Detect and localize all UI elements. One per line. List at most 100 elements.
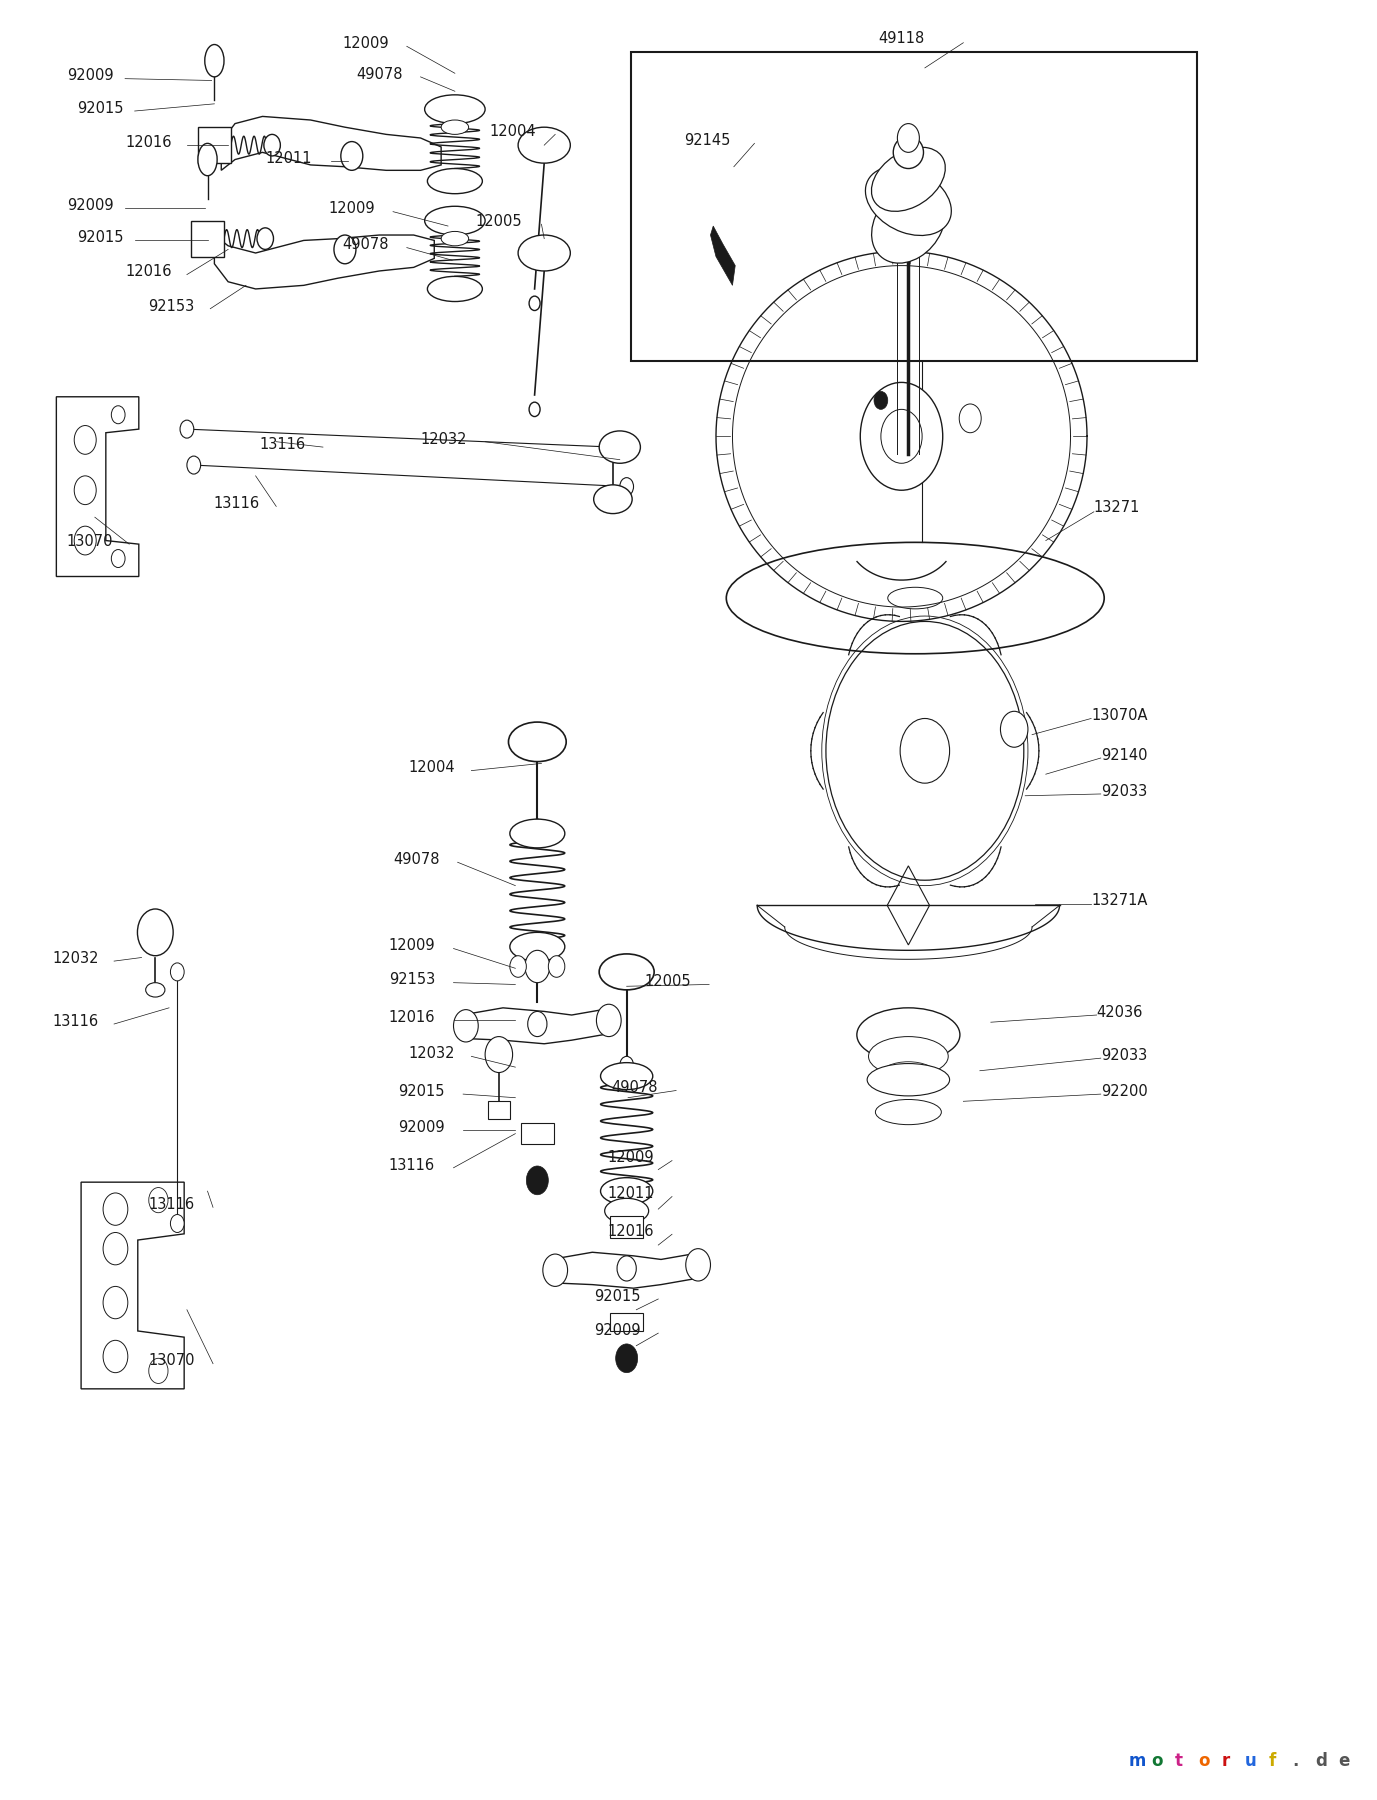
Text: 12004: 12004: [408, 760, 454, 776]
Circle shape: [74, 526, 96, 554]
Circle shape: [548, 956, 565, 977]
Ellipse shape: [508, 722, 566, 761]
Circle shape: [103, 1341, 128, 1373]
Ellipse shape: [518, 236, 570, 272]
Ellipse shape: [427, 277, 482, 302]
Text: 92140: 92140: [1100, 747, 1147, 763]
Circle shape: [74, 425, 96, 454]
Text: 92033: 92033: [1100, 783, 1147, 799]
Polygon shape: [711, 227, 735, 286]
Circle shape: [171, 1215, 185, 1233]
Text: 13116: 13116: [260, 437, 306, 452]
Bar: [521, 1123, 554, 1145]
Text: 12005: 12005: [644, 974, 691, 990]
Text: 12009: 12009: [388, 938, 435, 954]
Text: 12032: 12032: [408, 1046, 454, 1062]
Ellipse shape: [869, 1037, 949, 1076]
Circle shape: [898, 124, 920, 153]
Circle shape: [686, 1249, 711, 1282]
Polygon shape: [81, 1183, 185, 1390]
Circle shape: [960, 403, 982, 432]
Ellipse shape: [205, 45, 224, 77]
Ellipse shape: [881, 1062, 936, 1087]
Text: m: m: [1128, 1751, 1146, 1769]
Ellipse shape: [529, 297, 540, 311]
Text: 92153: 92153: [149, 299, 194, 313]
Text: 92009: 92009: [593, 1323, 640, 1337]
Circle shape: [485, 1037, 512, 1073]
Polygon shape: [56, 396, 139, 576]
Polygon shape: [215, 236, 434, 290]
Text: 42036: 42036: [1096, 1004, 1143, 1021]
Text: 12016: 12016: [607, 1224, 654, 1238]
Bar: [610, 1314, 643, 1332]
Bar: [191, 221, 224, 257]
Text: o: o: [1198, 1751, 1210, 1769]
Ellipse shape: [509, 932, 565, 961]
Circle shape: [264, 135, 281, 157]
Ellipse shape: [529, 401, 540, 416]
Circle shape: [509, 956, 526, 977]
Ellipse shape: [726, 542, 1104, 653]
Circle shape: [530, 819, 544, 837]
Text: 13271A: 13271A: [1091, 893, 1147, 909]
Text: 13116: 13116: [213, 497, 259, 511]
Circle shape: [187, 455, 201, 473]
Text: 12032: 12032: [420, 432, 467, 446]
Text: t: t: [1175, 1751, 1183, 1769]
Text: 12011: 12011: [266, 151, 311, 166]
Text: o: o: [1151, 1751, 1164, 1769]
Ellipse shape: [599, 954, 654, 990]
Text: 13116: 13116: [52, 1013, 98, 1030]
Ellipse shape: [593, 484, 632, 513]
Ellipse shape: [856, 1008, 960, 1062]
Circle shape: [1001, 711, 1029, 747]
Circle shape: [103, 1233, 128, 1265]
Bar: [198, 128, 231, 164]
Text: 92009: 92009: [398, 1120, 445, 1134]
Bar: [610, 1217, 643, 1238]
Text: 92200: 92200: [1100, 1084, 1147, 1098]
Circle shape: [180, 419, 194, 437]
Ellipse shape: [888, 587, 943, 608]
Ellipse shape: [865, 166, 952, 236]
Text: 92145: 92145: [684, 133, 731, 148]
Text: 12011: 12011: [607, 1186, 654, 1201]
Ellipse shape: [441, 232, 468, 247]
Circle shape: [606, 437, 620, 455]
Text: 49078: 49078: [355, 67, 402, 81]
Circle shape: [335, 236, 355, 265]
Circle shape: [453, 1010, 478, 1042]
Circle shape: [526, 1166, 548, 1195]
Circle shape: [103, 1193, 128, 1226]
Text: 12009: 12009: [607, 1150, 654, 1165]
Circle shape: [341, 142, 362, 171]
Ellipse shape: [605, 1199, 649, 1224]
Circle shape: [171, 963, 185, 981]
Text: 12032: 12032: [52, 950, 99, 967]
Ellipse shape: [894, 137, 924, 169]
Text: 13271: 13271: [1093, 500, 1140, 515]
Circle shape: [620, 477, 633, 495]
Circle shape: [616, 1345, 638, 1373]
Text: 92009: 92009: [67, 198, 114, 212]
Circle shape: [861, 382, 943, 490]
Circle shape: [527, 1012, 547, 1037]
Text: 92009: 92009: [67, 68, 114, 83]
Ellipse shape: [600, 1177, 653, 1204]
Text: .: .: [1292, 1751, 1299, 1769]
Ellipse shape: [198, 144, 218, 176]
Circle shape: [112, 549, 125, 567]
Text: 13116: 13116: [149, 1197, 194, 1211]
Circle shape: [881, 409, 923, 463]
Circle shape: [74, 475, 96, 504]
Ellipse shape: [872, 148, 945, 211]
Circle shape: [103, 1287, 128, 1319]
Text: 13070: 13070: [66, 535, 113, 549]
Ellipse shape: [599, 430, 640, 463]
Ellipse shape: [146, 983, 165, 997]
Bar: [487, 1102, 509, 1120]
Text: u: u: [1245, 1751, 1257, 1769]
Circle shape: [149, 1188, 168, 1213]
Circle shape: [901, 718, 950, 783]
